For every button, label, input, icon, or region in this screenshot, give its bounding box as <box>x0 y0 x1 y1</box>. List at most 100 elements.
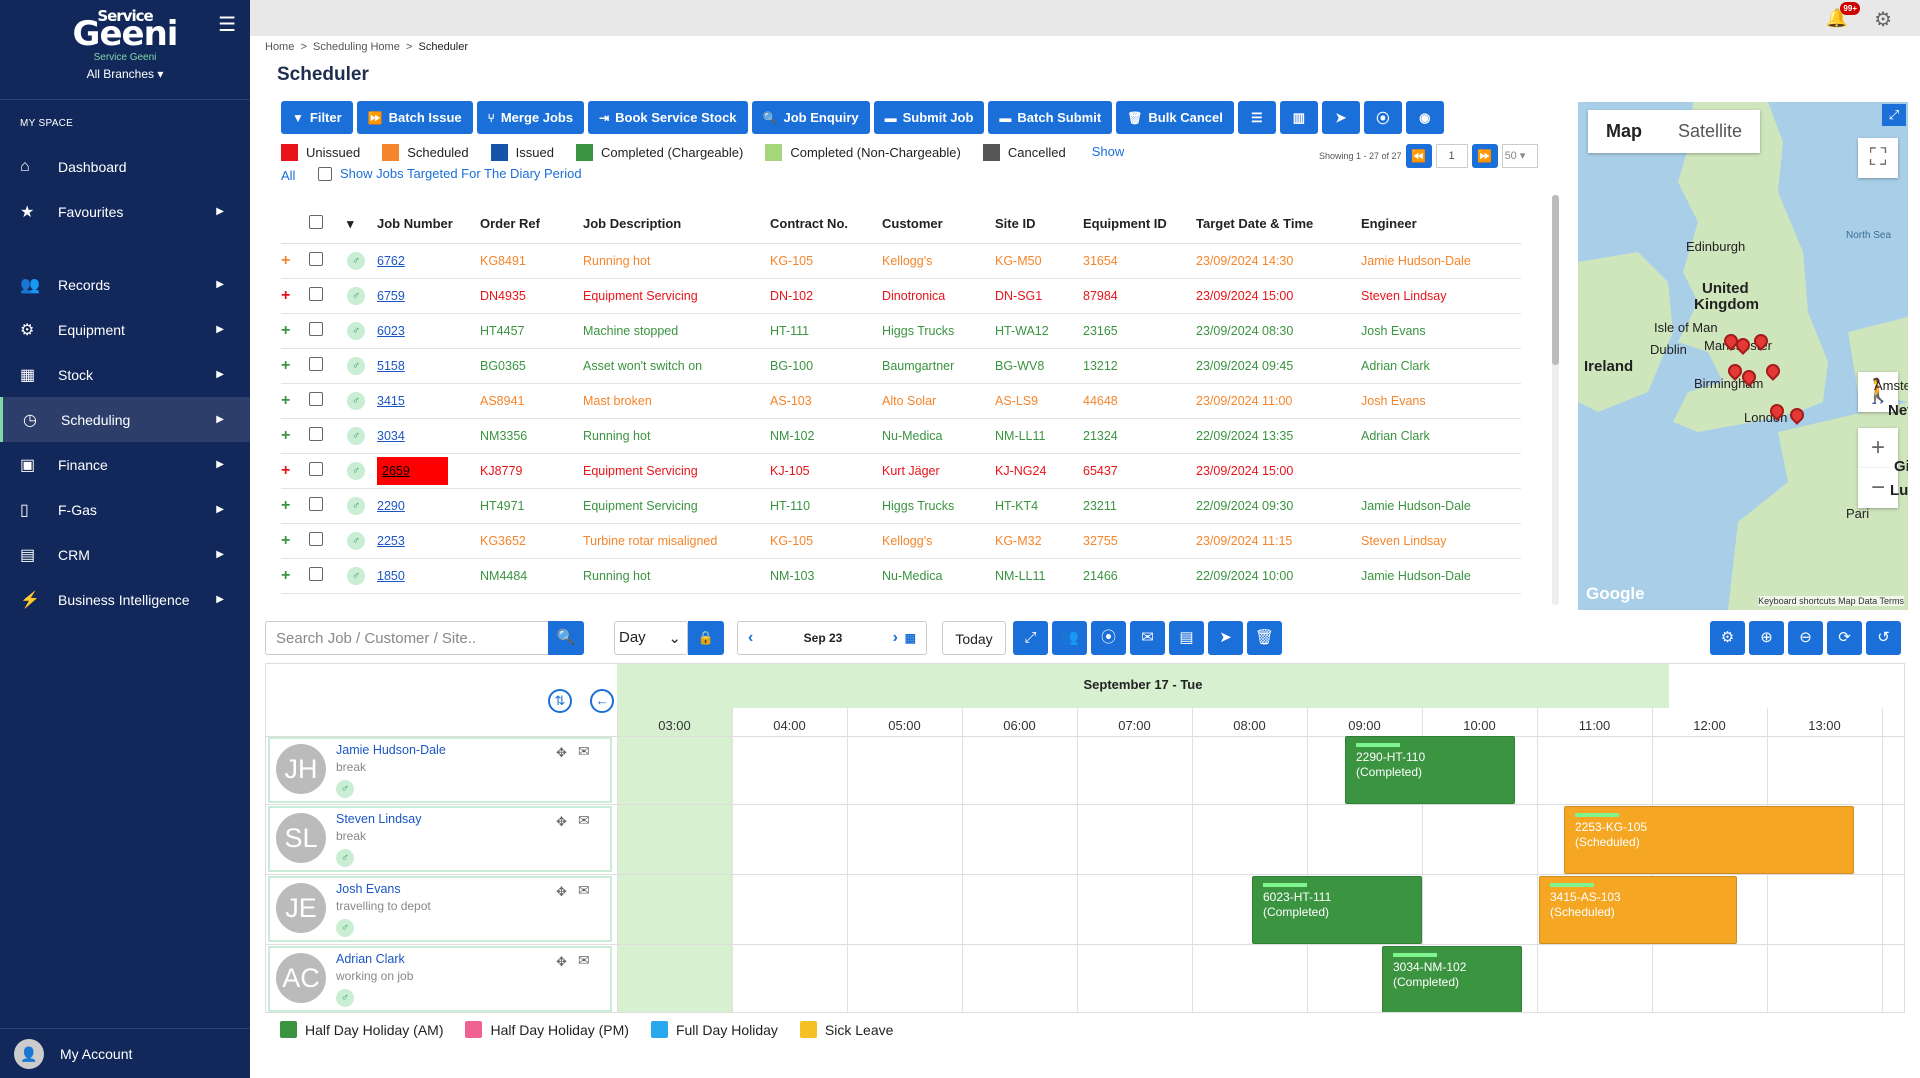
envelope-icon[interactable]: ✉ <box>578 882 590 898</box>
scheduler-search-input[interactable]: Search Job / Customer / Site.. <box>265 621 549 655</box>
table-row[interactable]: + ♂ 3034 NM3356 Running hot NM-102 Nu-Medica NM… <box>281 418 1521 454</box>
scheduled-job[interactable]: 6023-HT-111 (Completed) <box>1252 876 1422 944</box>
expand-row-icon[interactable]: + <box>281 496 291 514</box>
table-row[interactable]: + ♂ 6023 HT4457 Machine stopped HT-111 Higgs T… <box>281 313 1521 349</box>
col-job-number[interactable]: Job Number <box>377 205 480 244</box>
last-page-button[interactable]: ⏩ <box>1471 144 1498 168</box>
sort-toggle[interactable]: ▾ <box>347 205 377 244</box>
book-service-stock-button[interactable]: ⇥ Book Service Stock <box>588 101 748 134</box>
table-row[interactable]: + ♂ 6762 KG8491 Running hot KG-105 Kellogg's KG… <box>281 243 1521 279</box>
table-row[interactable]: + ♂ 6759 DN4935 Equipment Servicing DN-102 Din… <box>281 278 1521 314</box>
expand-row-icon[interactable]: + <box>281 251 291 269</box>
move-icon[interactable]: ✥ <box>556 745 567 760</box>
scheduled-job[interactable]: 2253-KG-105 (Scheduled) <box>1564 806 1854 874</box>
sort-icon[interactable]: ⇅ <box>548 689 572 713</box>
job-number-link[interactable]: 2659 <box>377 456 448 485</box>
card-button[interactable]: ▤ <box>1169 621 1204 655</box>
nav-stock[interactable]: ▦ Stock ▶ <box>20 366 224 384</box>
zoom-out-button[interactable]: ⊖ <box>1788 621 1823 655</box>
row-checkbox[interactable] <box>309 252 323 266</box>
email-button[interactable]: ✉ <box>1130 621 1165 655</box>
show-all-link[interactable]: Show <box>1091 144 1125 159</box>
submit-job-button[interactable]: ▬ Submit Job <box>873 101 985 134</box>
batch-issue-button[interactable]: ⏩ Batch Issue <box>356 101 473 134</box>
view-button[interactable]: ◉ <box>1405 101 1444 134</box>
targeted-filter[interactable]: Show Jobs Targeted For The Diary Period <box>318 166 582 181</box>
col-site-id[interactable]: Site ID <box>995 205 1083 244</box>
table-row[interactable]: + ♂ 2253 KG3652 Turbine rotar misaligned KG-1… <box>281 523 1521 559</box>
engineer-row[interactable]: AC Adrian Clark working on job ♂ ✥ ✉ <box>268 946 612 1012</box>
prev-date-button[interactable]: ‹ <box>748 629 754 646</box>
select-all-checkbox[interactable] <box>309 215 323 230</box>
table-row[interactable]: + ♂ 3415 AS8941 Mast broken AS-103 Alto Solar A… <box>281 383 1521 419</box>
gear-icon[interactable]: ⚙ <box>1874 9 1892 31</box>
open-external-button[interactable]: ⤢ <box>1013 621 1048 655</box>
team-button[interactable]: 👥 <box>1052 621 1087 655</box>
move-icon[interactable]: ✥ <box>556 884 567 899</box>
job-number-link[interactable]: 1850 <box>377 568 405 583</box>
table-row[interactable]: + ♂ 1850 NM4484 Running hot NM-103 Nu-Medica NM… <box>281 558 1521 594</box>
job-number-link[interactable]: 3415 <box>377 393 405 408</box>
zoom-in-button[interactable]: ⊕ <box>1749 621 1784 655</box>
col-order-ref[interactable]: Order Ref <box>480 205 583 244</box>
row-checkbox[interactable] <box>309 392 323 406</box>
envelope-icon[interactable]: ✉ <box>578 952 590 968</box>
send-button[interactable]: ➤ <box>1321 101 1360 134</box>
zoom-in-button[interactable]: + <box>1858 428 1898 468</box>
expand-row-icon[interactable]: + <box>281 461 291 479</box>
row-checkbox[interactable] <box>309 322 323 336</box>
nav-business-intelligence[interactable]: ⚡ Business Intelligence ▶ <box>20 591 224 609</box>
nav-fgas[interactable]: ▯ F-Gas ▶ <box>20 501 224 519</box>
move-icon[interactable]: ✥ <box>556 814 567 829</box>
table-row[interactable]: + ♂ 2290 HT4971 Equipment Servicing HT-110 Hig… <box>281 488 1521 524</box>
map-panel[interactable]: Map Satellite ⤢ ⛶ 🚶 + − North Sea Edinbu… <box>1578 102 1908 610</box>
job-number-link[interactable]: 3034 <box>377 428 405 443</box>
zoom-out-button[interactable]: − <box>1858 468 1898 508</box>
refresh-button[interactable]: ⟳ <box>1827 621 1862 655</box>
today-button[interactable]: Today <box>942 621 1006 655</box>
row-checkbox[interactable] <box>309 287 323 301</box>
job-number-link[interactable]: 6759 <box>377 288 405 303</box>
breadcrumb-home[interactable]: Home <box>265 41 295 53</box>
job-number-link[interactable]: 2290 <box>377 498 405 513</box>
bulk-cancel-button[interactable]: 🗑 Bulk Cancel <box>1116 101 1234 134</box>
map-tab[interactable]: Map <box>1606 121 1642 141</box>
row-checkbox[interactable] <box>309 357 323 371</box>
list-view-button[interactable]: ☰ <box>1237 101 1276 134</box>
external-link-icon[interactable]: ⤢ <box>1882 104 1906 126</box>
move-icon[interactable]: ✥ <box>556 954 567 969</box>
next-date-button[interactable]: › <box>892 629 898 646</box>
map-pin-button[interactable]: ⦿ <box>1363 101 1402 134</box>
merge-jobs-button[interactable]: ⑂ Merge Jobs <box>476 101 585 134</box>
view-select[interactable]: Day ⌄ <box>614 621 688 655</box>
scheduled-job[interactable]: 2290-HT-110 (Completed) <box>1345 736 1515 804</box>
pegman-icon[interactable]: 🚶 <box>1858 372 1898 412</box>
job-number-link[interactable]: 2253 <box>377 533 405 548</box>
delete-button[interactable]: 🗑 <box>1247 621 1282 655</box>
send-button[interactable]: ➤ <box>1208 621 1243 655</box>
breadcrumb-scheduling-home[interactable]: Scheduling Home <box>313 41 400 53</box>
calendar-icon[interactable]: ▦ <box>904 631 916 645</box>
scheduled-job[interactable]: 3415-AS-103 (Scheduled) <box>1539 876 1737 944</box>
engineer-name[interactable]: Jamie Hudson-Dale <box>336 743 446 757</box>
branch-selector[interactable]: All Branches ▾ <box>86 67 164 81</box>
expand-row-icon[interactable]: + <box>281 321 291 339</box>
job-enquiry-button[interactable]: 🔍 Job Enquiry <box>751 101 870 134</box>
envelope-icon[interactable]: ✉ <box>578 743 590 759</box>
expand-row-icon[interactable]: + <box>281 566 291 584</box>
nav-favourites[interactable]: ★ Favourites ▶ <box>20 203 224 221</box>
all-link[interactable]: All <box>281 168 296 183</box>
lock-button[interactable]: 🔒 <box>688 621 724 655</box>
engineer-row[interactable]: JH Jamie Hudson-Dale break ♂ ✥ ✉ <box>268 737 612 803</box>
job-number-link[interactable]: 5158 <box>377 358 405 373</box>
nav-dashboard[interactable]: ⌂ Dashboard <box>20 157 127 175</box>
col-job-description[interactable]: Job Description <box>583 205 770 244</box>
col-equipment-id[interactable]: Equipment ID <box>1083 205 1196 244</box>
expand-row-icon[interactable]: + <box>281 426 291 444</box>
job-number-link[interactable]: 6762 <box>377 253 405 268</box>
row-checkbox[interactable] <box>309 427 323 441</box>
first-page-button[interactable]: ⏪ <box>1405 144 1432 168</box>
filter-button[interactable]: ▼ Filter <box>281 101 353 134</box>
nav-finance[interactable]: ▣ Finance ▶ <box>20 456 224 474</box>
table-row[interactable]: + ♂ 5158 BG0365 Asset won't switch on BG-100 B… <box>281 348 1521 384</box>
